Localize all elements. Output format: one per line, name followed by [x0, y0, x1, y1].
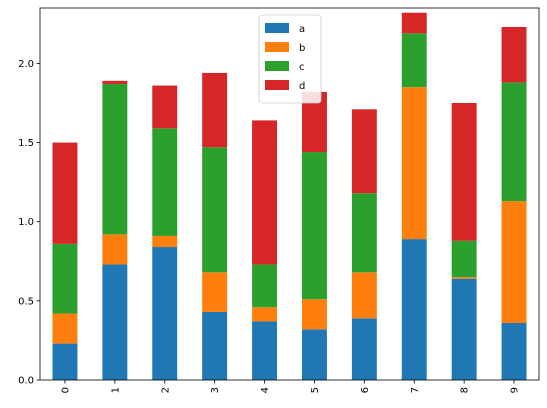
bar-b-2: [152, 235, 178, 248]
bar-c-4: [252, 264, 278, 308]
y-tick-label: 1.0: [18, 217, 34, 228]
plot-frame: [39, 7, 540, 381]
bars-group: [52, 12, 527, 380]
x-tick-label: 0: [60, 387, 71, 393]
bar-c-0: [52, 243, 78, 314]
legend-label-c: c: [299, 62, 305, 73]
bar-b-3: [202, 272, 228, 312]
bar-d-3: [202, 72, 228, 148]
bar-a-4: [252, 321, 278, 380]
bar-b-4: [252, 307, 278, 322]
x-tick-label: 3: [210, 387, 221, 393]
bar-a-9: [501, 323, 527, 380]
bar-d-8: [451, 102, 477, 241]
bar-d-9: [501, 26, 527, 83]
bar-b-0: [52, 313, 78, 344]
x-axis-ticks: 0 1 2 3 4 5 6 7 8 9: [60, 380, 521, 393]
bar-b-5: [301, 299, 327, 330]
bar-a-6: [351, 318, 377, 380]
bar-c-8: [451, 240, 477, 278]
bar-a-7: [401, 239, 427, 380]
x-tick-label: 4: [260, 387, 271, 393]
x-tick-label: 1: [110, 387, 121, 393]
legend-label-a: a: [299, 24, 305, 35]
bar-a-3: [202, 311, 228, 380]
bar-d-1: [102, 80, 128, 84]
x-tick-label: 9: [510, 387, 521, 393]
bar-a-8: [451, 278, 477, 380]
y-tick-label: 0.5: [18, 296, 34, 307]
bar-a-1: [102, 264, 128, 380]
bar-d-6: [351, 109, 377, 194]
bar-b-6: [351, 272, 377, 319]
x-tick-label: 7: [410, 387, 421, 393]
bar-a-5: [301, 329, 327, 380]
legend-swatch-b: [265, 42, 289, 52]
bar-c-7: [401, 33, 427, 88]
x-tick-label: 5: [310, 387, 321, 393]
bar-b-9: [501, 201, 527, 324]
bar-a-2: [152, 247, 178, 380]
bar-b-1: [102, 234, 128, 265]
bar-c-9: [501, 82, 527, 202]
y-tick-label: 0.0: [18, 376, 34, 387]
x-tick-label: 8: [460, 387, 471, 393]
y-tick-label: 1.5: [18, 138, 34, 149]
legend-swatch-c: [265, 61, 289, 71]
legend-swatch-d: [265, 80, 289, 90]
bar-c-2: [152, 128, 178, 236]
legend-label-d: d: [299, 81, 305, 92]
y-axis-ticks: 0.0 0.5 1.0 1.5 2.0: [18, 59, 40, 387]
bar-d-2: [152, 85, 178, 129]
bar-c-6: [351, 193, 377, 273]
x-tick-label: 2: [160, 387, 171, 393]
bar-b-8: [451, 277, 477, 279]
y-tick-label: 2.0: [18, 59, 34, 70]
legend-label-b: b: [299, 43, 305, 54]
bar-b-7: [401, 87, 427, 240]
bar-a-0: [52, 343, 78, 380]
bar-c-3: [202, 147, 228, 273]
x-tick-label: 6: [360, 387, 371, 393]
bar-d-4: [252, 120, 278, 265]
legend-swatch-a: [265, 23, 289, 33]
bar-d-0: [52, 142, 78, 244]
bar-d-7: [401, 12, 427, 34]
bar-c-5: [301, 152, 327, 300]
bar-c-1: [102, 83, 128, 235]
